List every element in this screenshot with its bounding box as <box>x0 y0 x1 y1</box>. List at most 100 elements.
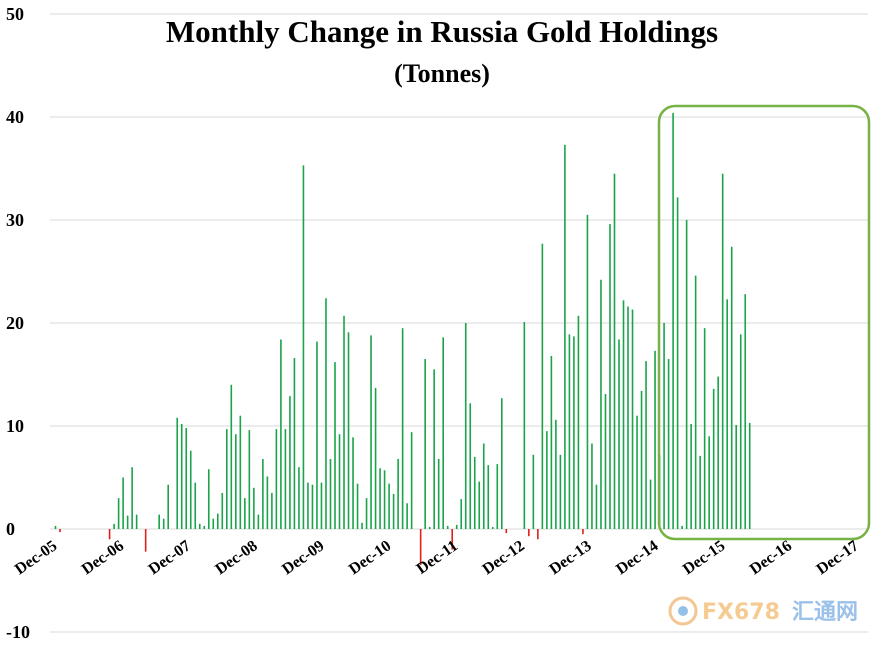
x-tick-label: Dec-13 <box>546 537 594 578</box>
bar <box>546 431 548 529</box>
bar <box>117 498 120 529</box>
bar <box>609 224 611 529</box>
bar <box>712 388 715 529</box>
bar <box>582 529 584 535</box>
x-tick-label: Dec-09 <box>279 537 327 578</box>
bar <box>442 337 444 529</box>
bar <box>271 492 273 529</box>
bar <box>167 484 169 529</box>
bar <box>550 355 553 529</box>
bar <box>379 468 381 529</box>
bar <box>275 429 278 529</box>
bar <box>244 498 246 529</box>
x-tick-label: Dec-16 <box>747 537 795 578</box>
bar <box>216 513 219 529</box>
x-tick-label: Dec-12 <box>480 537 528 578</box>
bar <box>676 197 679 529</box>
bar <box>464 323 467 529</box>
bar <box>667 359 670 529</box>
bar <box>528 529 530 537</box>
bar <box>496 464 499 529</box>
chart-subtitle: (Tonnes) <box>394 59 490 88</box>
bar <box>672 112 674 529</box>
bar <box>681 525 683 529</box>
bar <box>744 294 747 529</box>
bar <box>541 243 544 529</box>
bar <box>482 443 485 529</box>
bar <box>266 476 269 529</box>
bar <box>739 334 742 529</box>
bar <box>654 350 656 529</box>
bar <box>144 529 147 552</box>
bar <box>446 525 449 529</box>
bar <box>230 384 233 529</box>
bar <box>289 396 291 529</box>
bar <box>721 173 724 529</box>
bar <box>419 529 422 566</box>
bar <box>59 529 61 533</box>
bar <box>473 456 476 529</box>
bar <box>388 483 390 529</box>
y-tick-label: 20 <box>6 313 24 333</box>
bar <box>311 484 314 529</box>
y-tick-label: 50 <box>6 4 24 24</box>
bar <box>573 336 575 529</box>
bar <box>365 498 368 529</box>
watermark-text-cn: 汇通网 <box>792 600 858 625</box>
bar <box>307 482 309 529</box>
bar <box>451 529 453 550</box>
bar <box>699 455 701 529</box>
bar <box>663 323 665 529</box>
bar <box>591 443 593 529</box>
bar <box>532 454 535 529</box>
bar <box>437 458 440 529</box>
bar <box>253 487 255 529</box>
bar <box>226 429 228 529</box>
bar <box>505 529 508 534</box>
bar <box>564 144 566 529</box>
bar <box>383 470 386 529</box>
bar <box>586 214 589 529</box>
bar <box>329 458 332 529</box>
bar <box>239 415 242 529</box>
bar <box>356 483 359 529</box>
x-tick-label: Dec-06 <box>79 537 127 578</box>
bar <box>717 376 719 529</box>
bar <box>185 428 188 529</box>
bar <box>577 315 580 529</box>
x-tick-label: Dec-14 <box>613 537 661 578</box>
x-tick-label: Dec-10 <box>346 537 394 578</box>
bar <box>235 434 237 529</box>
bar <box>748 422 751 529</box>
bar <box>410 432 413 529</box>
bar <box>730 246 733 529</box>
watermark-text: FX678 <box>702 600 780 625</box>
bar <box>460 499 463 529</box>
bar <box>555 419 557 529</box>
bar <box>293 358 296 529</box>
bar <box>726 299 728 529</box>
watermark: FX678 汇通网 <box>668 596 858 626</box>
bar <box>347 332 350 529</box>
bar <box>622 300 625 529</box>
bar <box>694 275 697 529</box>
bar <box>207 469 210 529</box>
x-tick-label: Dec-15 <box>680 537 728 578</box>
bar <box>180 423 183 529</box>
bar-series <box>54 112 751 566</box>
bar <box>613 173 616 529</box>
bar <box>649 479 652 529</box>
bar <box>203 525 206 529</box>
y-tick-label: 0 <box>6 519 15 539</box>
bar <box>284 429 287 529</box>
bar <box>194 482 197 529</box>
bar <box>406 503 408 529</box>
bar <box>320 482 323 529</box>
bar <box>428 526 431 529</box>
bar <box>221 492 224 529</box>
bar <box>636 415 638 529</box>
bar <box>491 526 494 529</box>
bar <box>500 398 503 529</box>
bar <box>257 514 260 529</box>
